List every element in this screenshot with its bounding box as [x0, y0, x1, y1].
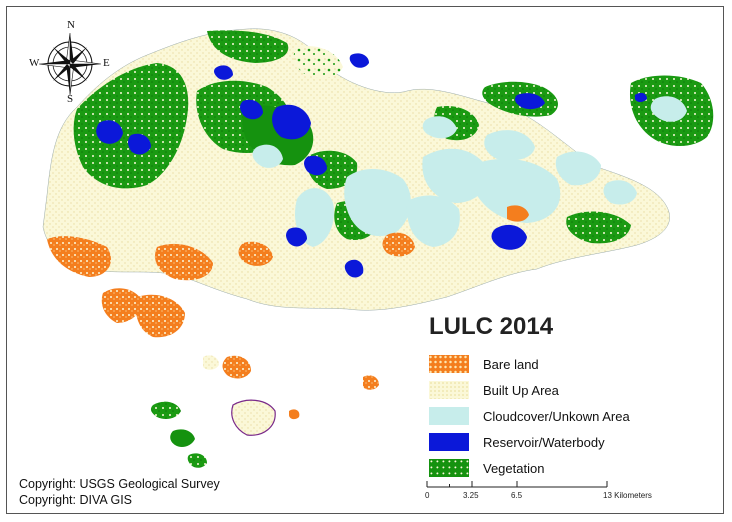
legend-label: Reservoir/Waterbody — [483, 434, 605, 450]
map-legend: LULC 2014 Bare land Built Up Area Cloudc… — [429, 313, 679, 481]
legend-items: Bare land Built Up Area Cloudcover/Unkow… — [429, 351, 679, 481]
legend-label: Bare land — [483, 356, 539, 372]
legend-item-cloudcover: Cloudcover/Unkown Area — [429, 403, 679, 429]
scale-tick-0: 0 — [425, 491, 430, 500]
legend-swatch-built-up-area — [429, 381, 469, 399]
map-frame: N S E W LULC 2014 Bare land Built Up Are… — [6, 6, 724, 514]
legend-swatch-vegetation — [429, 459, 469, 477]
scale-tick-3: 13 Kilometers — [603, 491, 652, 500]
legend-label: Built Up Area — [483, 382, 559, 398]
compass-rose: N S E W — [29, 19, 111, 105]
legend-label: Vegetation — [483, 460, 545, 476]
legend-title: LULC 2014 — [429, 313, 554, 340]
scale-tick-2: 6.5 — [511, 491, 523, 500]
compass-east: E — [103, 57, 110, 69]
scale-bar: 0 3.25 6.5 13 Kilometers — [421, 477, 711, 507]
copyright-diva: Copyright: DIVA GIS — [19, 493, 133, 507]
main-island — [42, 28, 670, 311]
lulc-map — [42, 28, 714, 468]
scale-tick-1: 3.25 — [463, 491, 479, 500]
legend-item-reservoir: Reservoir/Waterbody — [429, 429, 679, 455]
scale-bar-graphic — [426, 481, 608, 488]
legend-item-bare-land: Bare land — [429, 351, 679, 377]
legend-swatch-cloudcover — [429, 407, 469, 425]
copyright-usgs: Copyright: USGS Geological Survey — [19, 477, 220, 491]
legend-label: Cloudcover/Unkown Area — [483, 408, 630, 424]
compass-north: N — [67, 19, 75, 31]
northeast-islands — [482, 75, 714, 146]
legend-item-built-up-area: Built Up Area — [429, 377, 679, 403]
compass-west: W — [29, 57, 40, 69]
legend-swatch-bare-land — [429, 355, 469, 373]
southern-islands — [101, 288, 379, 468]
legend-swatch-reservoir — [429, 433, 469, 451]
compass-icon — [38, 32, 102, 96]
legend-item-vegetation: Vegetation — [429, 455, 679, 481]
compass-south: S — [67, 93, 74, 105]
